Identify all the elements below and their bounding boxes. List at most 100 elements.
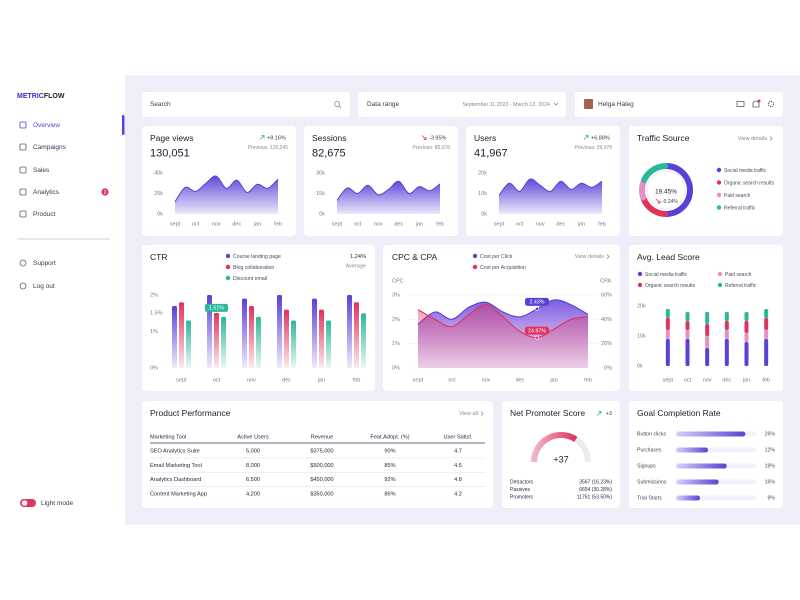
bar-label: Purchases — [637, 447, 662, 453]
chevron — [606, 254, 610, 259]
menu-item[interactable]: Overview — [33, 122, 60, 129]
bell-icon[interactable] — [752, 100, 760, 108]
kpi-value: 82,675 — [312, 147, 346, 159]
bar-label: Trial Starts — [637, 495, 662, 501]
trend-arrow — [596, 411, 602, 416]
x-tick-label: feb — [762, 377, 770, 383]
donut-center-value: 19.45% — [655, 189, 677, 196]
data-label: 24.97% — [528, 328, 546, 334]
table-cell: 4.5 — [454, 463, 462, 469]
donut-segment — [639, 178, 647, 201]
chevron — [480, 411, 484, 416]
column-header: User Satisf. — [444, 434, 473, 440]
menu-icon — [19, 210, 27, 218]
link[interactable]: View details — [738, 136, 767, 142]
date-label: Data range — [367, 101, 400, 108]
bar — [214, 312, 219, 368]
kpi-value: 41,967 — [474, 147, 508, 159]
bar-segment — [665, 330, 670, 339]
menu-item[interactable]: Sales — [33, 167, 50, 174]
menu-item[interactable]: Campaigns — [33, 144, 67, 151]
table-cell: $450,000 — [310, 477, 333, 483]
y-tick-label: 1.5% — [150, 311, 163, 317]
card-title: Traffic Source — [637, 133, 690, 143]
link[interactable]: View details — [575, 254, 604, 260]
table-cell: 8,000 — [246, 463, 260, 469]
bar-segment — [744, 333, 749, 342]
menu-item[interactable]: Product — [33, 211, 56, 218]
data-label-bg — [525, 297, 549, 306]
table-cell: 85% — [384, 463, 395, 469]
kpi-previous: Previous: 120,245 — [248, 145, 289, 151]
bar — [676, 495, 700, 501]
x-tick-label: sept — [663, 377, 674, 383]
legend-label: Social media traffic — [724, 168, 767, 174]
line — [417, 304, 589, 339]
legend-label: Cost per Acquisition — [480, 265, 526, 271]
x-tick-label: oct — [448, 377, 456, 383]
menu-item[interactable]: Analytics — [33, 189, 60, 196]
x-tick-label: sept — [413, 377, 424, 383]
menu-item[interactable]: Support — [33, 260, 56, 267]
menu-icon — [19, 282, 27, 290]
bar-segment — [724, 339, 729, 366]
legend-swatch — [716, 205, 722, 210]
column-header: Feat.Adopt. (%) — [370, 434, 409, 440]
kpi-change: +8.16% — [267, 135, 286, 141]
x-tick-label: dec — [232, 221, 241, 227]
y-tick-label: 1% — [392, 341, 400, 347]
bar-segment — [764, 339, 769, 366]
table-cell: Email Marketing Tool — [150, 463, 202, 469]
y-tick-label: 1% — [150, 329, 158, 335]
table-cell: 4,200 — [246, 491, 260, 497]
legend-swatch — [225, 264, 231, 270]
breakdown-label: Promoters — [510, 494, 534, 500]
y-tick-label: 0k — [157, 211, 163, 217]
trend-arrow — [655, 198, 661, 204]
mail-icon[interactable] — [736, 101, 745, 107]
table-cell: Analytics Dashboard — [150, 477, 201, 483]
average-label: Average — [346, 263, 366, 269]
value-label: 9% — [768, 495, 776, 501]
bar-label: Submissions — [637, 479, 667, 485]
y-tick-label: 0k — [481, 211, 487, 217]
date-value: September 11,2023 - March 12, 2024 — [462, 102, 550, 108]
donut-segment — [663, 163, 693, 217]
bar — [172, 305, 177, 368]
bar — [676, 431, 746, 437]
nps-change: +3 — [606, 411, 612, 417]
x-tick-label: dec — [556, 221, 565, 227]
search-icon — [333, 101, 340, 108]
date-box[interactable] — [358, 92, 566, 117]
y-tick-label: 0k — [637, 363, 643, 369]
bar-segment — [744, 342, 749, 366]
bar — [347, 295, 352, 368]
kpi-title: Users — [474, 133, 496, 143]
bar — [256, 316, 261, 368]
bar — [676, 447, 708, 453]
y-tick-label: 0k — [319, 211, 325, 217]
y-tick-label: 2% — [392, 317, 400, 323]
kpi-previous: Previous: 86,078 — [412, 145, 450, 151]
table-cell: 86% — [384, 491, 395, 497]
link[interactable]: View all — [459, 411, 478, 417]
y-tick-label: 0% — [392, 365, 400, 371]
table-cell: 5,000 — [246, 448, 260, 454]
settings-icon[interactable] — [767, 100, 775, 108]
area — [175, 175, 278, 214]
x-tick-label: dec — [394, 221, 403, 227]
x-tick-label: feb — [584, 377, 592, 383]
bar — [284, 309, 289, 368]
column-header: Revenue — [311, 434, 333, 440]
value-label: 19% — [765, 463, 776, 469]
bar — [186, 320, 191, 368]
y2-tick-label: 60% — [601, 292, 612, 298]
data-point — [535, 306, 539, 311]
data-point — [535, 335, 539, 340]
menu-item[interactable]: Log out — [33, 283, 55, 290]
menu-icon — [19, 121, 27, 129]
bar — [291, 320, 296, 368]
search-box[interactable] — [142, 92, 350, 117]
kpi-title: Sessions — [312, 133, 347, 143]
bar-segment — [705, 348, 710, 366]
